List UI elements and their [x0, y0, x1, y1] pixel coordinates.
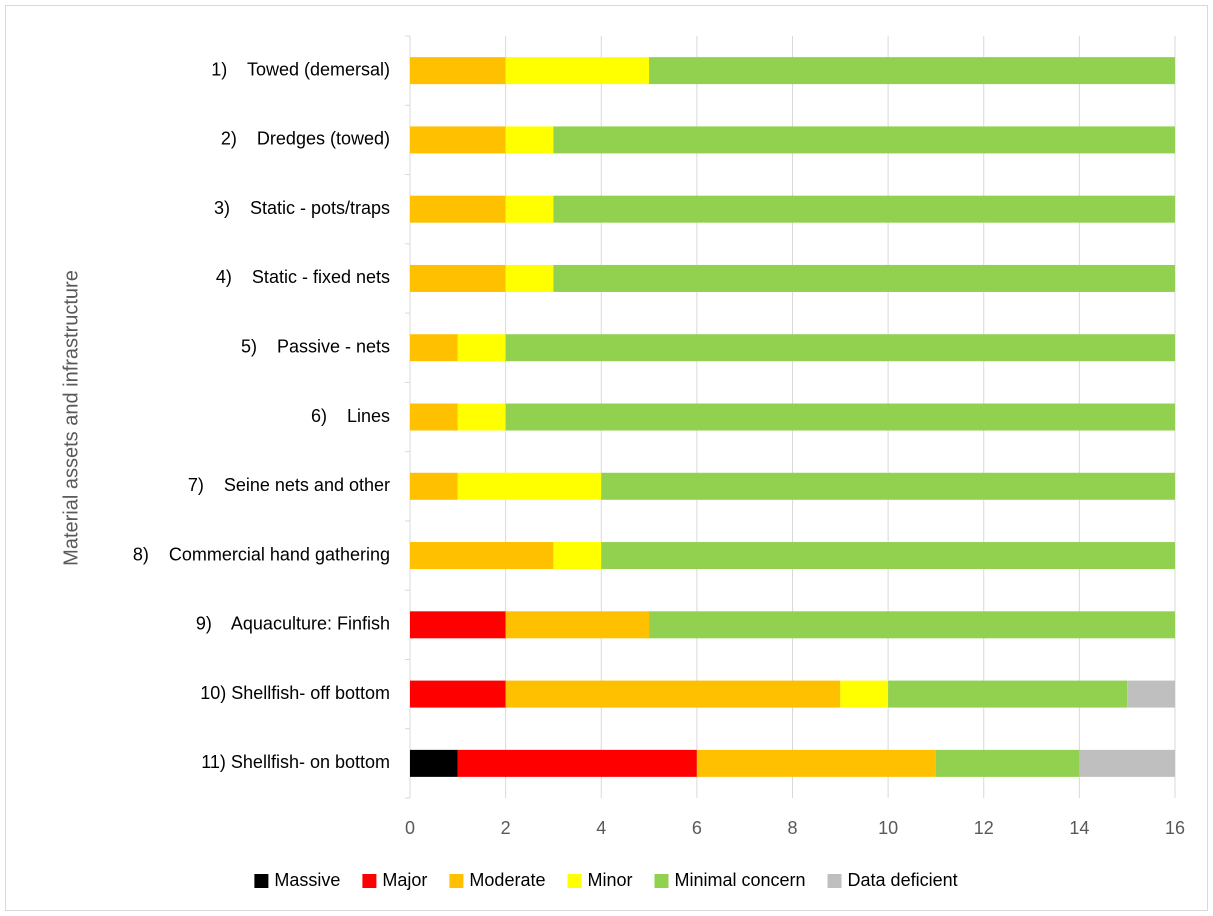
- category-labels: 1) Towed (demersal) 2) Dredges (towed) 3) …: [133, 59, 390, 772]
- legend-swatch-massive: [254, 874, 269, 888]
- legend-label-major: Major: [382, 870, 427, 890]
- bar-2-moderate: [410, 126, 506, 154]
- category-label: 10) Shellfish- off bottom: [200, 683, 390, 703]
- category-label: 1) Towed (demersal): [211, 59, 390, 79]
- bar-6-moderate: [410, 403, 458, 431]
- x-tick-label: 10: [878, 818, 898, 838]
- bar-10-moderate: [505, 680, 841, 708]
- x-tick-label: 8: [787, 818, 797, 838]
- legend: Massive Major Moderate Minor Minimal concern…: [254, 870, 958, 890]
- bar-4-minor: [505, 264, 554, 292]
- bars: [410, 57, 1175, 777]
- bar-7-minor: [457, 472, 602, 500]
- bar-1-minor: [505, 57, 650, 85]
- bar-8-minor: [553, 542, 602, 570]
- bar-1-moderate: [410, 57, 506, 85]
- bar-8-moderate: [410, 542, 554, 570]
- legend-swatch-data-deficient: [827, 874, 842, 888]
- legend-label-massive: Massive: [274, 870, 340, 890]
- x-tick-label: 16: [1165, 818, 1185, 838]
- bar-3-minor: [505, 195, 554, 223]
- x-tick-label: 4: [596, 818, 606, 838]
- bar-7-moderate: [410, 472, 458, 500]
- x-tick-label: 14: [1069, 818, 1089, 838]
- y-axis-title: Material assets and infrastructure: [60, 270, 82, 566]
- bar-10-major: [410, 680, 506, 708]
- bar-4-minimal-concern: [553, 264, 1175, 292]
- x-tick-labels: 0 2 4 6 8 10 12 14 16: [405, 818, 1185, 838]
- category-label: 8) Commercial hand gathering: [133, 544, 390, 564]
- category-label: 9) Aquaculture: Finfish: [196, 614, 390, 634]
- bar-10-minimal-concern: [888, 680, 1128, 708]
- bar-2-minor: [505, 126, 554, 154]
- bar-5-minor: [457, 334, 506, 362]
- legend-label-minimal-concern: Minimal concern: [674, 870, 805, 890]
- bar-11-major: [457, 749, 697, 777]
- bar-3-moderate: [410, 195, 506, 223]
- x-tick-label: 12: [974, 818, 994, 838]
- bar-11-massive: [410, 749, 458, 777]
- bar-2-minimal-concern: [553, 126, 1175, 154]
- bar-11-data-deficient: [1079, 749, 1175, 777]
- category-label: 5) Passive - nets: [241, 336, 390, 356]
- bar-5-minimal-concern: [505, 334, 1175, 362]
- bar-10-minor: [840, 680, 889, 708]
- legend-label-moderate: Moderate: [469, 870, 545, 890]
- x-tick-label: 6: [692, 818, 702, 838]
- category-label: 11) Shellfish- on bottom: [201, 752, 390, 772]
- legend-swatch-minor: [567, 874, 582, 888]
- x-tick-label: 0: [405, 818, 415, 838]
- bar-9-major: [410, 611, 506, 639]
- category-label: 3) Static - pots/traps: [214, 198, 390, 218]
- bar-11-minimal-concern: [935, 749, 1080, 777]
- category-label: 4) Static - fixed nets: [216, 267, 390, 287]
- bar-10-data-deficient: [1127, 680, 1175, 708]
- bar-7-minimal-concern: [601, 472, 1175, 500]
- legend-label-minor: Minor: [587, 870, 632, 890]
- legend-swatch-moderate: [449, 874, 464, 888]
- bar-11-moderate: [696, 749, 936, 777]
- bar-4-moderate: [410, 264, 506, 292]
- category-label: 6) Lines: [311, 406, 390, 426]
- legend-label-data-deficient: Data deficient: [848, 870, 958, 890]
- category-label: 2) Dredges (towed): [221, 129, 390, 149]
- legend-swatch-major: [362, 874, 377, 888]
- x-tick-label: 2: [501, 818, 511, 838]
- bar-8-minimal-concern: [601, 542, 1175, 570]
- bar-9-minimal-concern: [649, 611, 1175, 639]
- bar-6-minimal-concern: [505, 403, 1175, 431]
- category-label: 7) Seine nets and other: [188, 475, 390, 495]
- bar-1-minimal-concern: [649, 57, 1175, 85]
- bar-3-minimal-concern: [553, 195, 1175, 223]
- legend-swatch-minimal-concern: [654, 874, 669, 888]
- bar-6-minor: [457, 403, 506, 431]
- bar-5-moderate: [410, 334, 458, 362]
- bar-9-moderate: [505, 611, 650, 639]
